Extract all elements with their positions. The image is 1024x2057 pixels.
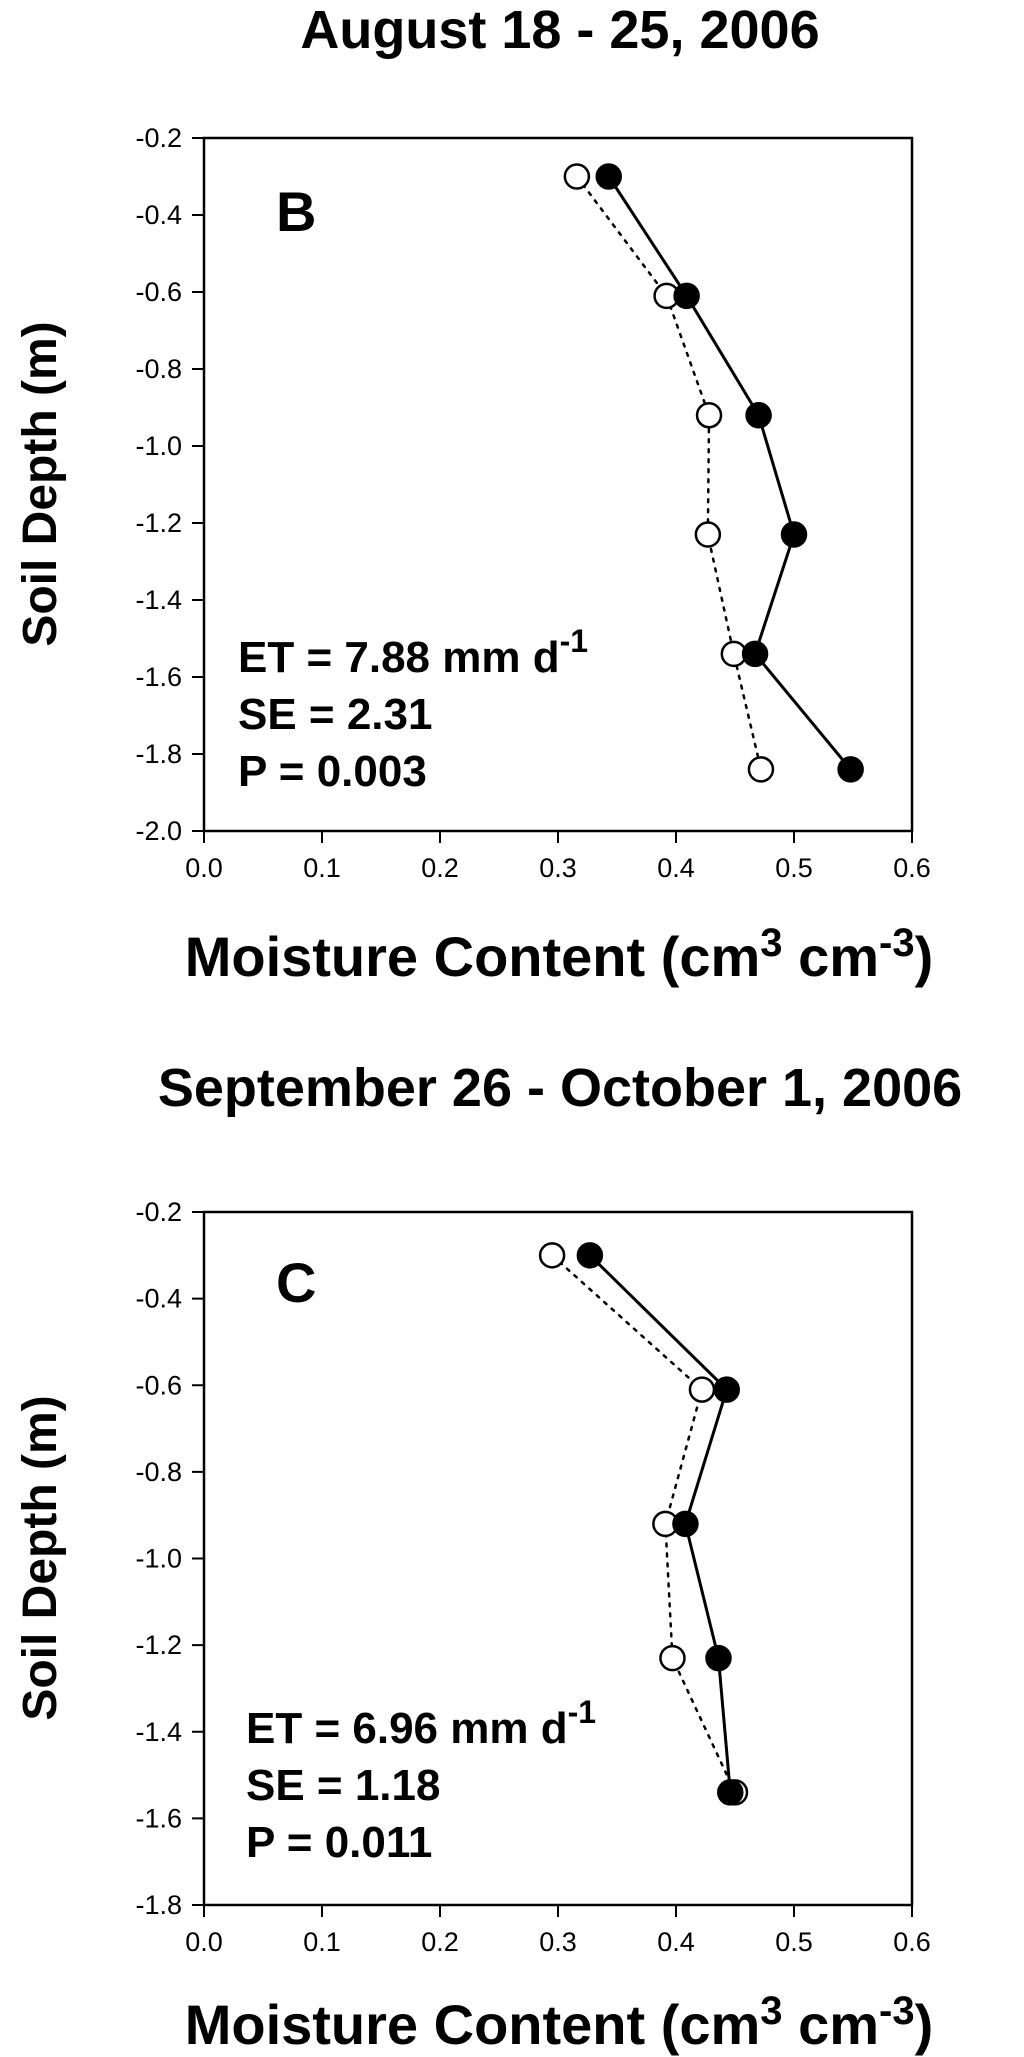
x-tick-label: 0.6 [893, 1927, 931, 1957]
y-tick-label: -0.6 [135, 1370, 182, 1400]
series-line-filled [607, 175, 852, 771]
chart-panel-b: August 18 - 25, 2006 -0.2 -0.4 -0.6 -0.8 -1.… [14, 0, 933, 988]
data-point-filled [595, 163, 622, 190]
y-tick-label: -1.0 [135, 1544, 182, 1574]
x-tick-label: 0.0 [185, 1927, 223, 1957]
data-point-open [747, 756, 775, 783]
et-value: ET = 6.96 mm d-1 [246, 1694, 596, 1753]
data-point-filled [673, 282, 700, 310]
x-axis-ticks: 0.0 0.1 0.2 0.3 0.4 0.5 0.6 [185, 1905, 931, 1957]
et-value: ET = 7.88 mm d-1 [238, 623, 588, 682]
y-tick-label: -0.6 [135, 277, 182, 307]
y-tick-label: -1.2 [135, 1630, 182, 1660]
stats-annotation: ET = 7.88 mm d-1 SE = 2.31 P = 0.003 [238, 623, 588, 796]
y-tick-label: -1.6 [135, 1803, 182, 1833]
x-tick-label: 0.1 [303, 853, 341, 883]
data-point-open [695, 401, 723, 429]
stats-annotation: ET = 6.96 mm d-1 SE = 1.18 P = 0.011 [246, 1694, 596, 1867]
x-tick-label: 0.4 [657, 853, 695, 883]
panel-label: B [276, 180, 316, 243]
y-tick-label: -1.0 [135, 431, 182, 461]
data-point-open [563, 163, 591, 190]
data-point-filled [780, 521, 808, 548]
series-line-open [575, 175, 763, 771]
x-axis-ticks: 0.0 0.1 0.2 0.3 0.4 0.5 0.6 [185, 831, 931, 883]
data-point-filled [745, 401, 772, 429]
data-point-filled [672, 1510, 699, 1538]
x-tick-label: 0.0 [185, 853, 223, 883]
data-point-filled [576, 1242, 604, 1269]
data-point-filled [837, 756, 864, 783]
p-value: P = 0.011 [246, 1818, 432, 1867]
series-group [563, 163, 864, 783]
y-tick-label: -0.4 [135, 1284, 182, 1314]
y-tick-label: -1.4 [135, 1717, 182, 1747]
x-tick-label: 0.2 [421, 853, 459, 883]
x-axis-label: Moisture Content (cm3 cm-3) [185, 921, 934, 988]
data-point-open [688, 1376, 716, 1403]
chart-title: September 26 - October 1, 2006 [158, 1058, 962, 1118]
y-axis-label: Soil Depth (m) [14, 321, 67, 646]
y-tick-label: -0.2 [135, 1197, 182, 1227]
x-axis-label: Moisture Content (cm3 cm-3) [185, 1989, 934, 2056]
y-tick-label: -0.4 [135, 200, 182, 230]
y-tick-label: -0.8 [135, 354, 182, 384]
y-tick-label: -0.8 [135, 1457, 182, 1487]
se-value: SE = 1.18 [246, 1761, 440, 1810]
x-tick-label: 0.2 [421, 1927, 459, 1957]
y-tick-label: -1.4 [135, 585, 182, 615]
x-tick-label: 0.1 [303, 1927, 341, 1957]
y-tick-label: -0.2 [135, 123, 182, 153]
se-value: SE = 2.31 [238, 690, 432, 739]
data-point-open [538, 1242, 566, 1269]
data-point-filled [717, 1779, 744, 1806]
panel-label: C [276, 1251, 316, 1314]
x-tick-label: 0.3 [539, 853, 577, 883]
series-group [538, 1242, 749, 1806]
x-tick-label: 0.4 [657, 1927, 695, 1957]
data-point-filled [705, 1644, 732, 1672]
x-tick-label: 0.5 [775, 1927, 813, 1957]
y-tick-label: -1.8 [135, 1890, 182, 1920]
y-tick-label: -1.2 [135, 508, 182, 538]
data-point-open [659, 1644, 686, 1672]
data-point-open [694, 521, 722, 548]
x-tick-label: 0.5 [775, 853, 813, 883]
y-axis-label: Soil Depth (m) [14, 1395, 67, 1720]
chart-panel-c: September 26 - October 1, 2006 -0.2-0.4-… [14, 1058, 962, 2056]
y-axis-ticks: -0.2 -0.4 -0.6 -0.8 -1.0 -1.2 -1.4 -1.6 -1.8 -2.0 [135, 123, 204, 846]
data-point-filled [741, 640, 769, 668]
p-value: P = 0.003 [238, 747, 427, 796]
x-tick-label: 0.3 [539, 1927, 577, 1957]
data-point-filled [713, 1376, 740, 1403]
y-tick-label: -2.0 [135, 816, 182, 846]
x-tick-label: 0.6 [893, 853, 931, 883]
chart-title: August 18 - 25, 2006 [300, 0, 819, 60]
y-tick-label: -1.8 [135, 739, 182, 769]
y-tick-label: -1.6 [135, 662, 182, 692]
y-axis-ticks: -0.2 -0.4 -0.6 -0.8 -1.0 -1.2 -1.4 -1.6 -1.8 [135, 1197, 204, 1920]
